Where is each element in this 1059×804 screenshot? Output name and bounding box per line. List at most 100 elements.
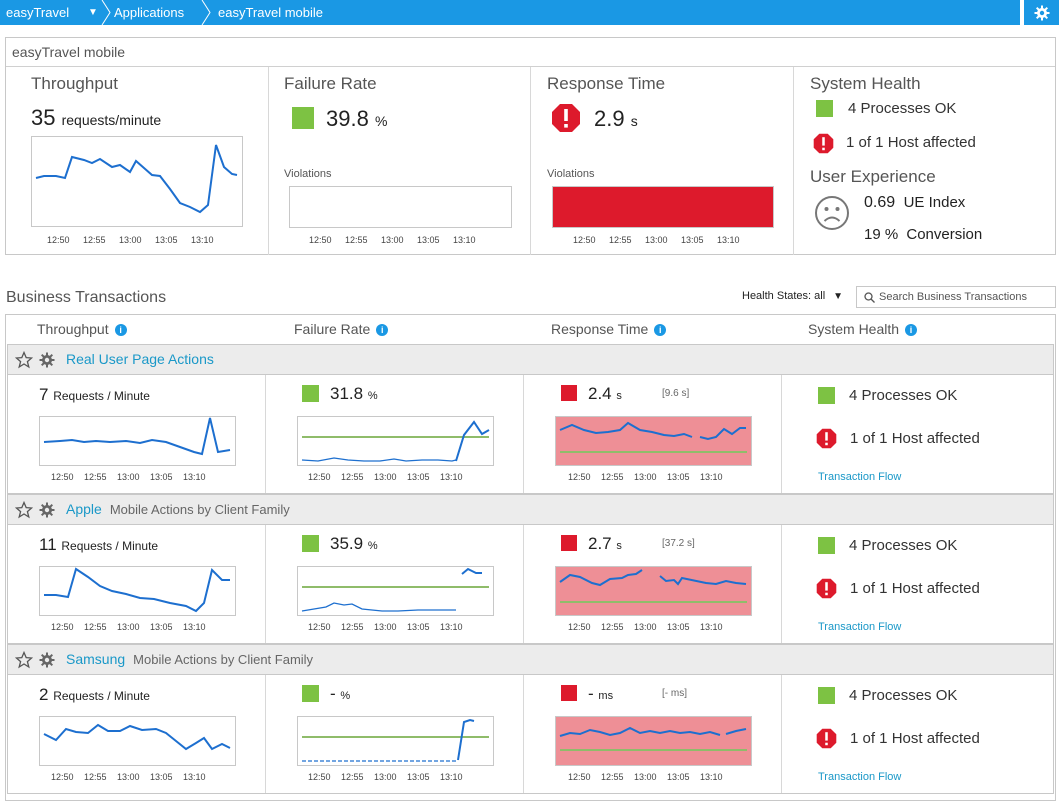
tick-label: 13:05: [667, 472, 690, 482]
tick-label: 13:00: [634, 772, 657, 782]
group-failure-cell[interactable]: - % 12:50 12:55 13:00 13:05 13:10: [266, 675, 523, 793]
group-name-link[interactable]: Apple Mobile Actions by Client Family: [66, 501, 290, 517]
info-icon[interactable]: i: [905, 324, 918, 336]
response-time-chart[interactable]: [555, 716, 752, 766]
breadcrumb-applications[interactable]: Applications: [100, 0, 204, 25]
failure-rate-cell[interactable]: Failure Rate 39.8 % Violations 12:50 12:…: [269, 67, 530, 255]
failure-rate-unit: %: [340, 690, 351, 702]
tick-label: 13:10: [440, 772, 463, 782]
breadcrumb-easytravel-mobile[interactable]: easyTravel mobile: [204, 0, 323, 25]
transaction-flow-link[interactable]: Transaction Flow: [818, 621, 902, 633]
system-health-cell[interactable]: System Health 4 Processes OK 1 of 1 Host…: [794, 67, 1055, 255]
tick-label: 12:50: [51, 772, 74, 782]
star-icon[interactable]: [15, 501, 33, 519]
search-placeholder: Search Business Transactions: [879, 291, 1027, 303]
column-header-system-health[interactable]: System Health i: [808, 321, 918, 337]
processes-ok: 4 Processes OK: [848, 100, 957, 117]
health-states-filter[interactable]: Health States: all ▼: [742, 290, 843, 302]
throughput-value-row: 11 Requests / Minute: [39, 535, 158, 555]
group-response-time-cell[interactable]: - ms [- ms] 12:50 12:55 13:00 13:05 13:10: [524, 675, 781, 793]
transaction-flow-link[interactable]: Transaction Flow: [818, 771, 902, 783]
response-value-row: 2.9 s: [594, 106, 638, 132]
group-name-link[interactable]: Samsung Mobile Actions by Client Family: [66, 651, 313, 667]
group-throughput-cell[interactable]: 7 Requests / Minute 12:50 12:55 13:00 13:05…: [8, 375, 265, 493]
throughput-cell[interactable]: Throughput 35 requests/minute 12:50 12:5…: [6, 67, 268, 255]
throughput-chart[interactable]: [39, 566, 236, 616]
failure-rate-chart[interactable]: [297, 416, 494, 466]
failure-rate-chart[interactable]: [297, 566, 494, 616]
throughput-chart[interactable]: [39, 416, 236, 466]
tick-label: 13:05: [681, 235, 704, 245]
gear-icon[interactable]: [39, 502, 55, 518]
info-icon[interactable]: i: [654, 324, 667, 336]
group-system-health-cell[interactable]: 4 Processes OK 1 of 1 Host affected Tran…: [782, 525, 1053, 643]
failure-violations-chart[interactable]: [289, 186, 512, 228]
response-value-row: 2.7 s: [588, 534, 622, 554]
group-name[interactable]: Samsung: [66, 651, 126, 667]
health-states-label: Health States: all: [742, 290, 826, 302]
tick-label: 13:05: [407, 622, 430, 632]
processes-row: 4 Processes OK: [818, 687, 957, 704]
group-header[interactable]: Samsung Mobile Actions by Client Family: [8, 645, 1053, 675]
group-response-time-cell[interactable]: 2.4 s [9.6 s] 12:50 12:55 13:00 13:05 13:10: [524, 375, 781, 493]
response-violations-chart[interactable]: [552, 186, 774, 228]
star-icon[interactable]: [15, 351, 33, 369]
failure-rate-chart[interactable]: [297, 716, 494, 766]
breadcrumb-easytravel[interactable]: easyTravel ▼: [0, 0, 100, 25]
tick-label: 13:10: [183, 772, 206, 782]
group-name[interactable]: Real User Page Actions: [66, 351, 214, 367]
divider: [781, 675, 782, 793]
gear-icon[interactable]: [39, 652, 55, 668]
processes-ok: 4 Processes OK: [849, 687, 958, 704]
conversion-row: 19 % Conversion: [864, 226, 982, 243]
hosts-row: 1 of 1 Host affected: [816, 428, 980, 449]
star-icon[interactable]: [15, 651, 33, 669]
info-icon[interactable]: i: [376, 324, 389, 336]
tick-label: 12:55: [84, 772, 107, 782]
hosts-affected: 1 of 1 Host affected: [850, 580, 980, 597]
hosts-affected: 1 of 1 Host affected: [846, 134, 976, 151]
transaction-flow-link[interactable]: Transaction Flow: [818, 471, 902, 483]
group-system-health-cell[interactable]: 4 Processes OK 1 of 1 Host affected Tran…: [782, 375, 1053, 493]
panel-title: easyTravel mobile: [12, 44, 126, 60]
group-header[interactable]: Apple Mobile Actions by Client Family: [8, 495, 1053, 525]
hosts-row: 1 of 1 Host affected: [816, 728, 980, 749]
group-failure-cell[interactable]: 35.9 % 12:50 12:55 13:00 13:05 13:10: [266, 525, 523, 643]
throughput-line: [35, 144, 238, 214]
throughput-value: 7: [39, 385, 49, 404]
column-label: Response Time: [551, 321, 649, 337]
search-input[interactable]: Search Business Transactions: [856, 286, 1056, 308]
tick-label: 12:55: [601, 772, 624, 782]
response-time-chart[interactable]: [555, 566, 752, 616]
group-header[interactable]: Real User Page Actions: [8, 345, 1053, 375]
column-header-response-time[interactable]: Response Time i: [551, 321, 667, 337]
response-time-cell[interactable]: Response Time 2.9 s Violations 12:50 12:…: [531, 67, 793, 255]
throughput-line: [43, 723, 231, 751]
group-throughput-cell[interactable]: 11 Requests / Minute 12:50 12:55 13:00 13:0…: [8, 525, 265, 643]
throughput-chart[interactable]: [39, 716, 236, 766]
group-name[interactable]: Apple: [66, 501, 102, 517]
throughput-chart[interactable]: [31, 136, 243, 227]
group-name-link[interactable]: Real User Page Actions: [66, 351, 222, 367]
dropdown-arrow-icon[interactable]: ▼: [88, 7, 98, 18]
throughput-heading: Throughput: [31, 74, 118, 93]
info-icon[interactable]: i: [114, 324, 127, 336]
group-throughput-cell[interactable]: 2 Requests / Minute 12:50 12:55 13:00 13:05…: [8, 675, 265, 793]
column-header-failure-rate[interactable]: Failure Rate i: [294, 321, 389, 337]
hosts-row: 1 of 1 Host affected: [816, 578, 980, 599]
tick-label: 13:00: [374, 772, 397, 782]
throughput-unit: requests/minute: [61, 112, 162, 128]
failure-rate-lines: [301, 420, 490, 462]
conversion-value: 19 %: [864, 226, 899, 243]
divider: [265, 375, 266, 493]
breadcrumb-separator-icon: [201, 0, 211, 25]
group-failure-cell[interactable]: 31.8 % 12:50 12:55 13:00 13:05 13:10: [266, 375, 523, 493]
response-time-chart[interactable]: [555, 416, 752, 466]
column-header-throughput[interactable]: Throughput i: [37, 321, 127, 337]
group-response-time-cell[interactable]: 2.7 s [37.2 s] 12:50 12:55 13:00 13:05 13:10: [524, 525, 781, 643]
gear-icon[interactable]: [39, 352, 55, 368]
error-octagon-icon: [552, 104, 580, 132]
group-system-health-cell[interactable]: 4 Processes OK 1 of 1 Host affected Tran…: [782, 675, 1053, 793]
throughput-value: 2: [39, 685, 49, 704]
settings-button[interactable]: [1024, 0, 1059, 25]
